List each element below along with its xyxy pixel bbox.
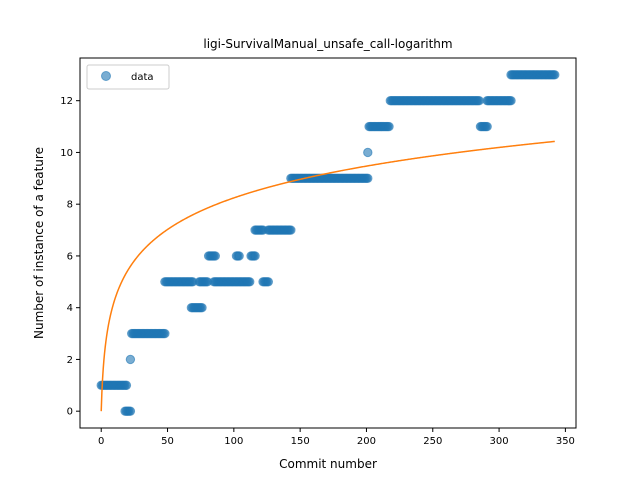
y-tick-label: 4 — [67, 303, 73, 314]
plot-area — [80, 58, 576, 428]
data-point — [251, 252, 259, 260]
chart-title: ligi-SurvivalManual_unsafe_call-logarith… — [203, 37, 452, 51]
x-tick-label: 300 — [490, 436, 509, 447]
data-point — [211, 252, 219, 260]
y-tick-label: 10 — [60, 148, 73, 159]
data-point — [287, 226, 295, 234]
x-tick-label: 250 — [423, 436, 442, 447]
x-tick-label: 200 — [357, 436, 376, 447]
y-tick-label: 6 — [67, 251, 73, 262]
y-tick-label: 8 — [67, 200, 73, 211]
data-point — [126, 407, 134, 415]
data-point — [246, 278, 254, 286]
data-point — [551, 71, 559, 79]
legend: data — [87, 65, 169, 89]
data-point — [235, 252, 243, 260]
x-tick-label: 50 — [161, 436, 174, 447]
data-point — [198, 303, 206, 311]
data-point — [122, 381, 130, 389]
legend-label-data: data — [131, 72, 154, 83]
data-point — [364, 174, 372, 182]
x-tick-label: 0 — [98, 436, 104, 447]
legend-box — [87, 65, 169, 89]
data-point — [264, 278, 272, 286]
data-point — [483, 122, 491, 130]
data-point — [161, 329, 169, 337]
x-tick-label: 100 — [224, 436, 243, 447]
data-point — [475, 96, 483, 104]
x-tick-label: 350 — [556, 436, 575, 447]
y-tick-label: 12 — [60, 96, 73, 107]
legend-marker — [102, 72, 111, 81]
x-axis-title: Commit number — [279, 457, 377, 471]
y-tick-label: 2 — [67, 355, 73, 366]
x-tick-label: 150 — [291, 436, 310, 447]
y-axis-title: Number of instance of a feature — [32, 147, 46, 339]
y-tick-label: 0 — [67, 407, 73, 418]
data-point — [385, 122, 393, 130]
data-point — [126, 355, 134, 363]
data-point — [364, 148, 372, 156]
data-point — [507, 96, 515, 104]
